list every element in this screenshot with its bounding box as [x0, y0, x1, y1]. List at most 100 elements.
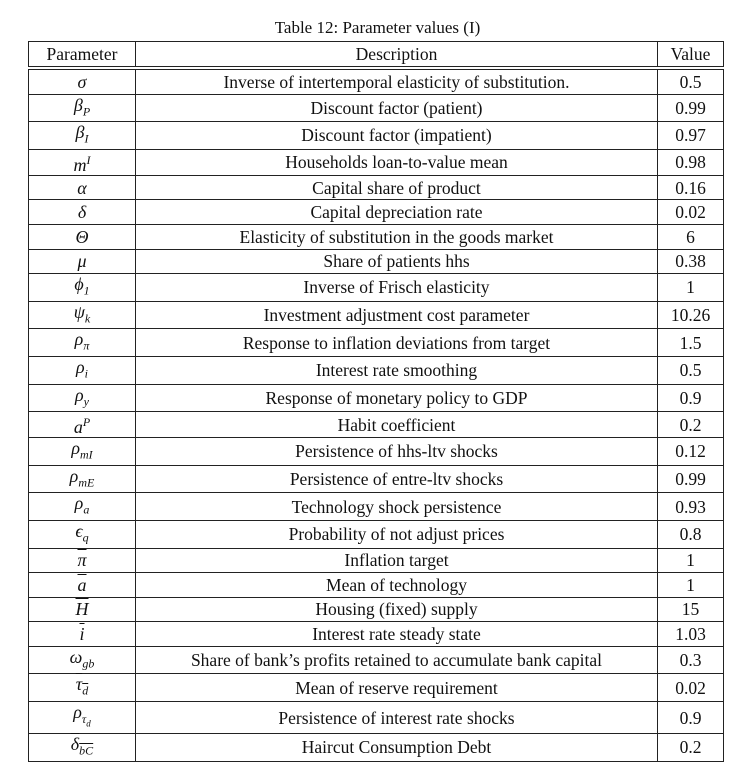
table-row: aP Habit coefficient 0.2 — [28, 411, 724, 439]
parameter-value: 0.16 — [657, 174, 724, 201]
parameter-symbol: τd — [28, 673, 136, 703]
parameter-description: Interest rate steady state — [135, 621, 658, 647]
table-row: ϵq Probability of not adjust prices 0.8 — [28, 519, 724, 549]
parameter-description: Discount factor (patient) — [135, 93, 658, 123]
parameter-symbol: π — [28, 547, 136, 574]
parameter-symbol: ρa — [28, 492, 136, 521]
parameter-value: 1 — [657, 547, 724, 574]
parameter-symbol: H — [28, 596, 136, 623]
parameter-description: Response of monetary policy to GDP — [135, 383, 658, 413]
parameter-symbol: ϕ1 — [28, 273, 136, 302]
parameter-value: 0.9 — [657, 701, 724, 735]
parameter-description: Persistence of interest rate shocks — [135, 701, 658, 735]
parameter-symbol: aP — [28, 411, 136, 439]
parameter-symbol: ρmI — [28, 437, 136, 466]
table-row: ρi Interest rate smoothing 0.5 — [28, 355, 724, 385]
parameter-value: 0.38 — [657, 248, 724, 275]
table-row: H Housing (fixed) supply 15 — [28, 596, 724, 623]
parameter-value: 0.3 — [657, 645, 724, 675]
header-row: Parameter Description Value — [28, 41, 724, 69]
parameter-value: 0.99 — [657, 93, 724, 123]
parameter-value: 0.97 — [657, 121, 724, 150]
table-row: a Mean of technology 1 — [28, 572, 724, 598]
parameter-description: Share of patients hhs — [135, 248, 658, 275]
parameter-symbol: i — [28, 621, 136, 647]
parameter-value: 1.03 — [657, 621, 724, 647]
parameter-value: 0.9 — [657, 383, 724, 413]
parameter-description: Interest rate smoothing — [135, 355, 658, 385]
parameter-symbol: ρy — [28, 383, 136, 413]
table-row: δ Capital depreciation rate 0.02 — [28, 199, 724, 225]
parameter-description: Households loan-to-value mean — [135, 148, 658, 176]
parameter-description: Elasticity of substitution in the goods … — [135, 223, 658, 250]
header-value: Value — [657, 41, 724, 69]
table-row: τd Mean of reserve requirement 0.02 — [28, 673, 724, 703]
parameter-symbol: ψk — [28, 300, 136, 330]
table-row: ρmI Persistence of hhs-ltv shocks 0.12 — [28, 437, 724, 466]
parameter-description: Persistence of hhs-ltv shocks — [135, 437, 658, 466]
header-description: Description — [135, 41, 658, 69]
table-row: μ Share of patients hhs 0.38 — [28, 248, 724, 275]
parameter-value: 0.5 — [657, 355, 724, 385]
parameter-description: Technology shock persistence — [135, 492, 658, 521]
table-row: ρy Response of monetary policy to GDP 0.9 — [28, 383, 724, 413]
parameter-symbol: Θ — [28, 223, 136, 250]
parameter-description: Haircut Consumption Debt — [135, 733, 658, 762]
parameter-symbol: βP — [28, 93, 136, 123]
parameter-value: 0.2 — [657, 411, 724, 439]
table-row: i Interest rate steady state 1.03 — [28, 621, 724, 647]
table-row: ρa Technology shock persistence 0.93 — [28, 492, 724, 521]
parameter-symbol: mI — [28, 148, 136, 176]
parameter-symbol: ρτd — [28, 701, 136, 735]
parameter-symbol: βI — [28, 121, 136, 150]
parameter-description: Capital depreciation rate — [135, 199, 658, 225]
parameter-value: 0.12 — [657, 437, 724, 466]
parameter-description: Probability of not adjust prices — [135, 519, 658, 549]
parameter-value: 0.5 — [657, 67, 724, 95]
parameter-value: 15 — [657, 596, 724, 623]
parameter-symbol: μ — [28, 248, 136, 275]
table-row: ωgb Share of bank’s profits retained to a… — [28, 645, 724, 675]
header-parameter: Parameter — [28, 41, 136, 69]
parameter-value: 1 — [657, 572, 724, 598]
parameter-description: Inverse of Frisch elasticity — [135, 273, 658, 302]
parameter-description: Investment adjustment cost parameter — [135, 300, 658, 330]
table-row: ϕ1 Inverse of Frisch elasticity 1 — [28, 273, 724, 302]
table-row: βP Discount factor (patient) 0.99 — [28, 93, 724, 123]
table-caption: Table 12: Parameter values (I) — [274, 18, 481, 37]
parameter-description: Mean of technology — [135, 572, 658, 598]
table-row: π Inflation target 1 — [28, 547, 724, 574]
parameter-value: 6 — [657, 223, 724, 250]
table-row: σ Inverse of intertemporal elasticity of … — [28, 67, 724, 95]
parameter-description: Discount factor (impatient) — [135, 121, 658, 150]
parameter-value: 0.99 — [657, 464, 724, 494]
parameter-value: 0.2 — [657, 733, 724, 762]
parameter-description: Inflation target — [135, 547, 658, 574]
table-row: ρτd Persistence of interest rate shocks 0.… — [28, 701, 724, 735]
parameter-value: 10.26 — [657, 300, 724, 330]
table-row: δbC Haircut Consumption Debt 0.2 — [28, 733, 724, 762]
parameter-value: 1 — [657, 273, 724, 302]
parameter-description: Housing (fixed) supply — [135, 596, 658, 623]
parameter-symbol: ρπ — [28, 328, 136, 357]
table-row: ρπ Response to inflation deviations from … — [28, 328, 724, 357]
table-row: βI Discount factor (impatient) 0.97 — [28, 121, 724, 150]
parameter-value: 1.5 — [657, 328, 724, 357]
parameter-symbol: α — [28, 174, 136, 201]
table-row: Θ Elasticity of substitution in the goods… — [28, 223, 724, 250]
table-row: α Capital share of product 0.16 — [28, 174, 724, 201]
parameter-description: Response to inflation deviations from ta… — [135, 328, 658, 357]
parameter-description: Share of bank’s profits retained to accu… — [135, 645, 658, 675]
parameter-symbol: ωgb — [28, 645, 136, 675]
parameter-value: 0.8 — [657, 519, 724, 549]
parameter-description: Mean of reserve requirement — [135, 673, 658, 703]
parameter-symbol: σ — [28, 67, 136, 95]
parameter-value: 0.98 — [657, 148, 724, 176]
parameter-symbol: ρi — [28, 355, 136, 385]
table-row: ρmE Persistence of entre-ltv shocks 0.99 — [28, 464, 724, 494]
parameter-symbol: ρmE — [28, 464, 136, 494]
table-row: ψk Investment adjustment cost parameter 10… — [28, 300, 724, 330]
parameter-description: Capital share of product — [135, 174, 658, 201]
parameter-value: 0.02 — [657, 199, 724, 225]
parameter-value: 0.02 — [657, 673, 724, 703]
